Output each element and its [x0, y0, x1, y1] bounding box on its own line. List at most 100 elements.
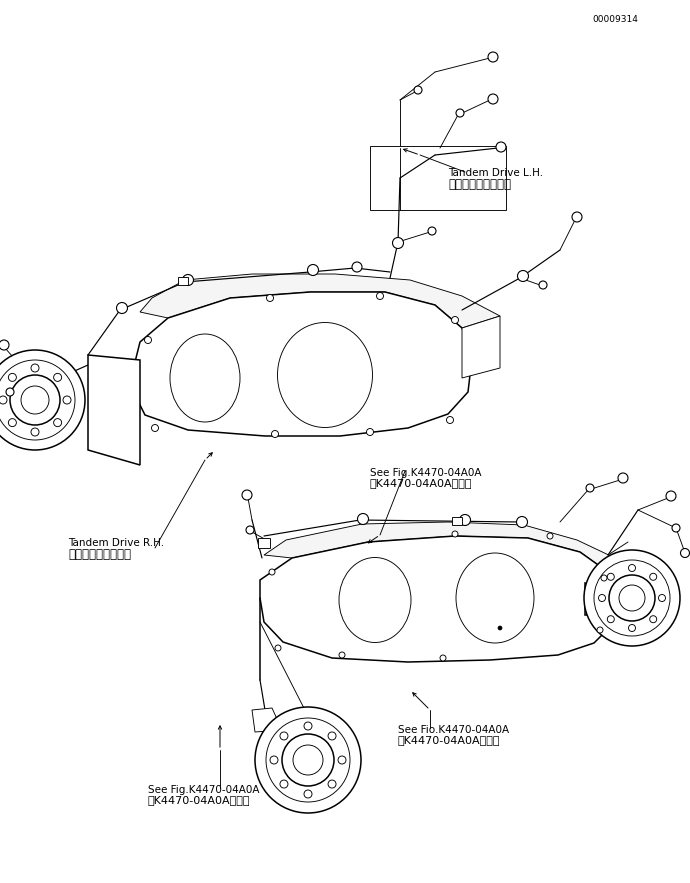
Circle shape [10, 375, 60, 425]
Circle shape [280, 732, 288, 740]
Text: タンデムドライブ左: タンデムドライブ左 [448, 178, 511, 192]
Circle shape [293, 745, 323, 775]
Circle shape [446, 417, 453, 424]
Circle shape [629, 564, 635, 571]
Circle shape [629, 624, 635, 631]
Text: 第K4470-04A0A図参照: 第K4470-04A0A図参照 [398, 735, 500, 745]
Polygon shape [140, 274, 500, 328]
Circle shape [144, 336, 152, 343]
Circle shape [601, 575, 607, 581]
Circle shape [339, 652, 345, 658]
Circle shape [597, 627, 603, 633]
Circle shape [517, 517, 527, 527]
Text: Tandem Drive L.H.: Tandem Drive L.H. [448, 168, 543, 178]
Circle shape [357, 514, 368, 525]
Text: タンデムドライブ右: タンデムドライブ右 [68, 548, 131, 562]
Circle shape [650, 615, 657, 623]
Circle shape [54, 374, 61, 381]
Circle shape [680, 548, 689, 557]
Circle shape [266, 295, 273, 301]
Circle shape [366, 428, 373, 435]
Text: See Fig.K4470-04A0A: See Fig.K4470-04A0A [370, 468, 482, 478]
Ellipse shape [456, 553, 534, 643]
Circle shape [282, 734, 334, 786]
Circle shape [152, 425, 159, 432]
Circle shape [496, 142, 506, 152]
Polygon shape [260, 536, 616, 662]
Circle shape [246, 526, 254, 534]
Text: 第K4470-04A0A図参照: 第K4470-04A0A図参照 [370, 478, 473, 488]
Circle shape [650, 573, 657, 580]
Polygon shape [178, 277, 188, 285]
Circle shape [0, 350, 85, 450]
Circle shape [21, 386, 49, 414]
Text: Tandem Drive R.H.: Tandem Drive R.H. [68, 538, 164, 548]
Circle shape [598, 594, 606, 601]
Ellipse shape [339, 557, 411, 643]
Circle shape [117, 303, 128, 313]
Ellipse shape [170, 334, 240, 422]
Circle shape [488, 94, 498, 104]
Circle shape [304, 790, 312, 798]
Circle shape [269, 569, 275, 575]
Polygon shape [88, 355, 140, 465]
Circle shape [572, 212, 582, 222]
Circle shape [63, 396, 71, 404]
Circle shape [451, 316, 458, 323]
Circle shape [377, 292, 384, 299]
Circle shape [338, 756, 346, 764]
Polygon shape [264, 522, 615, 572]
Circle shape [586, 484, 594, 492]
Circle shape [658, 594, 665, 601]
Polygon shape [452, 517, 462, 525]
Circle shape [0, 340, 9, 350]
Text: 00009314: 00009314 [592, 16, 638, 25]
Circle shape [498, 626, 502, 630]
Circle shape [255, 707, 361, 813]
Circle shape [452, 531, 458, 537]
Circle shape [308, 265, 319, 275]
Circle shape [666, 491, 676, 501]
Circle shape [456, 109, 464, 117]
Circle shape [672, 524, 680, 532]
Circle shape [8, 419, 17, 426]
Circle shape [182, 275, 193, 285]
Polygon shape [252, 708, 282, 732]
Circle shape [488, 52, 498, 62]
Circle shape [280, 780, 288, 788]
Circle shape [266, 718, 350, 802]
Circle shape [609, 575, 655, 621]
Circle shape [242, 490, 252, 500]
Circle shape [270, 756, 278, 764]
Polygon shape [585, 583, 632, 615]
Circle shape [0, 396, 7, 404]
Text: See Fig.K4470-04A0A: See Fig.K4470-04A0A [148, 785, 259, 795]
Circle shape [607, 615, 614, 623]
Circle shape [328, 780, 336, 788]
Circle shape [6, 388, 14, 396]
Circle shape [414, 86, 422, 94]
Circle shape [460, 515, 471, 525]
Circle shape [304, 722, 312, 730]
Circle shape [440, 655, 446, 661]
Text: See Fio.K4470-04A0A: See Fio.K4470-04A0A [398, 725, 509, 735]
Ellipse shape [277, 322, 373, 427]
Circle shape [275, 645, 281, 651]
Circle shape [428, 227, 436, 235]
Circle shape [393, 238, 404, 248]
Circle shape [594, 560, 670, 636]
Circle shape [584, 550, 680, 646]
Polygon shape [258, 538, 270, 548]
Circle shape [539, 281, 547, 289]
Circle shape [618, 473, 628, 483]
Circle shape [619, 585, 645, 611]
Circle shape [271, 431, 279, 437]
Text: 第K4470-04A0A図参照: 第K4470-04A0A図参照 [148, 795, 250, 805]
Circle shape [0, 360, 75, 440]
Circle shape [352, 262, 362, 272]
Circle shape [8, 374, 17, 381]
Circle shape [607, 573, 614, 580]
Circle shape [547, 533, 553, 539]
Circle shape [328, 732, 336, 740]
Circle shape [518, 270, 529, 282]
